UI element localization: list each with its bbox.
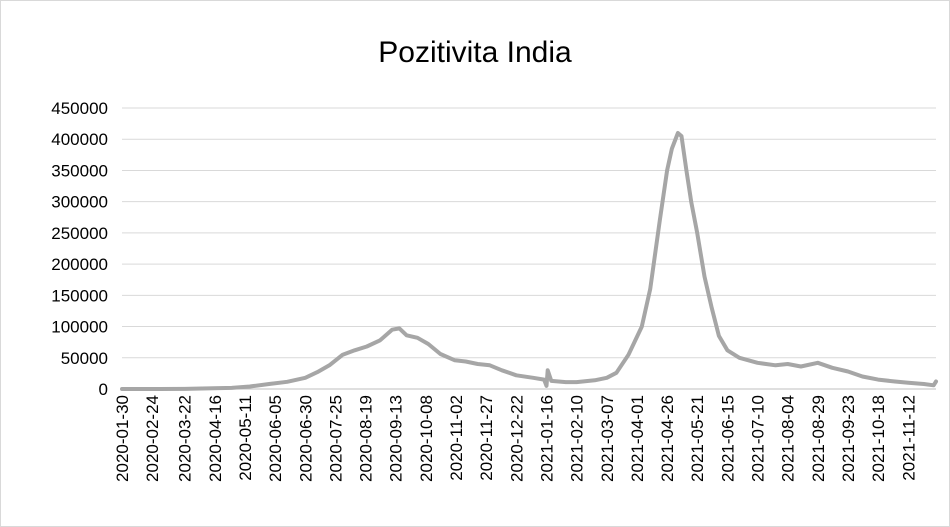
- y-tick-label: 350000: [51, 161, 108, 180]
- x-tick-label: 2020-11-02: [447, 395, 466, 481]
- x-tick-label: 2020-10-08: [417, 395, 436, 482]
- x-tick-label: 2020-11-27: [477, 395, 496, 481]
- x-tick-label: 2021-08-29: [809, 395, 828, 482]
- chart-title: Pozitivita India: [378, 36, 572, 69]
- x-tick-label: 2020-05-11: [236, 395, 255, 481]
- x-tick-label: 2021-08-04: [779, 395, 798, 482]
- x-tick-label: 2021-11-12: [899, 395, 918, 481]
- y-tick-label: 50000: [61, 349, 108, 368]
- x-tick-label: 2020-08-19: [357, 395, 376, 482]
- y-tick-label: 200000: [51, 255, 108, 274]
- x-axis-ticks: 2020-01-30 2020-02-24 2020-03-22 2020-04-16…: [113, 395, 918, 482]
- y-tick-label: 0: [99, 380, 108, 399]
- x-tick-label: 2020-09-13: [387, 395, 406, 482]
- y-tick-label: 400000: [51, 130, 108, 149]
- x-tick-label: 2020-06-05: [266, 395, 285, 482]
- gridlines: [122, 107, 936, 390]
- x-tick-label: 2021-04-26: [658, 395, 677, 482]
- x-tick-label: 2021-10-18: [869, 395, 888, 482]
- x-tick-label: 2021-09-23: [839, 395, 858, 482]
- x-tick-label: 2021-03-07: [598, 395, 617, 482]
- x-tick-label: 2020-01-30: [113, 395, 132, 482]
- series-line: [120, 131, 938, 391]
- y-tick-label: 450000: [51, 99, 108, 118]
- x-tick-label: 2020-04-16: [206, 395, 225, 482]
- x-tick-label: 2020-07-25: [326, 395, 345, 482]
- x-tick-label: 2021-02-10: [568, 395, 587, 482]
- x-tick-label: 2021-01-16: [537, 395, 556, 482]
- x-tick-label: 2021-07-10: [749, 395, 768, 482]
- x-tick-label: 2020-03-22: [176, 395, 195, 482]
- y-tick-label: 150000: [51, 286, 108, 305]
- y-tick-label: 250000: [51, 224, 108, 243]
- series-layer: [120, 131, 938, 391]
- x-tick-label: 2020-02-24: [143, 395, 162, 482]
- x-tick-label: 2021-05-21: [688, 395, 707, 482]
- y-tick-label: 100000: [51, 318, 108, 337]
- x-tick-label: 2021-04-01: [628, 395, 647, 482]
- x-tick-label: 2021-06-15: [718, 395, 737, 482]
- x-tick-label: 2020-06-30: [296, 395, 315, 482]
- y-tick-label: 300000: [51, 193, 108, 212]
- y-axis-ticks: 0 50000 100000 150000 200000 250000 300000 3500…: [51, 99, 108, 399]
- x-tick-label: 2020-12-22: [507, 395, 526, 482]
